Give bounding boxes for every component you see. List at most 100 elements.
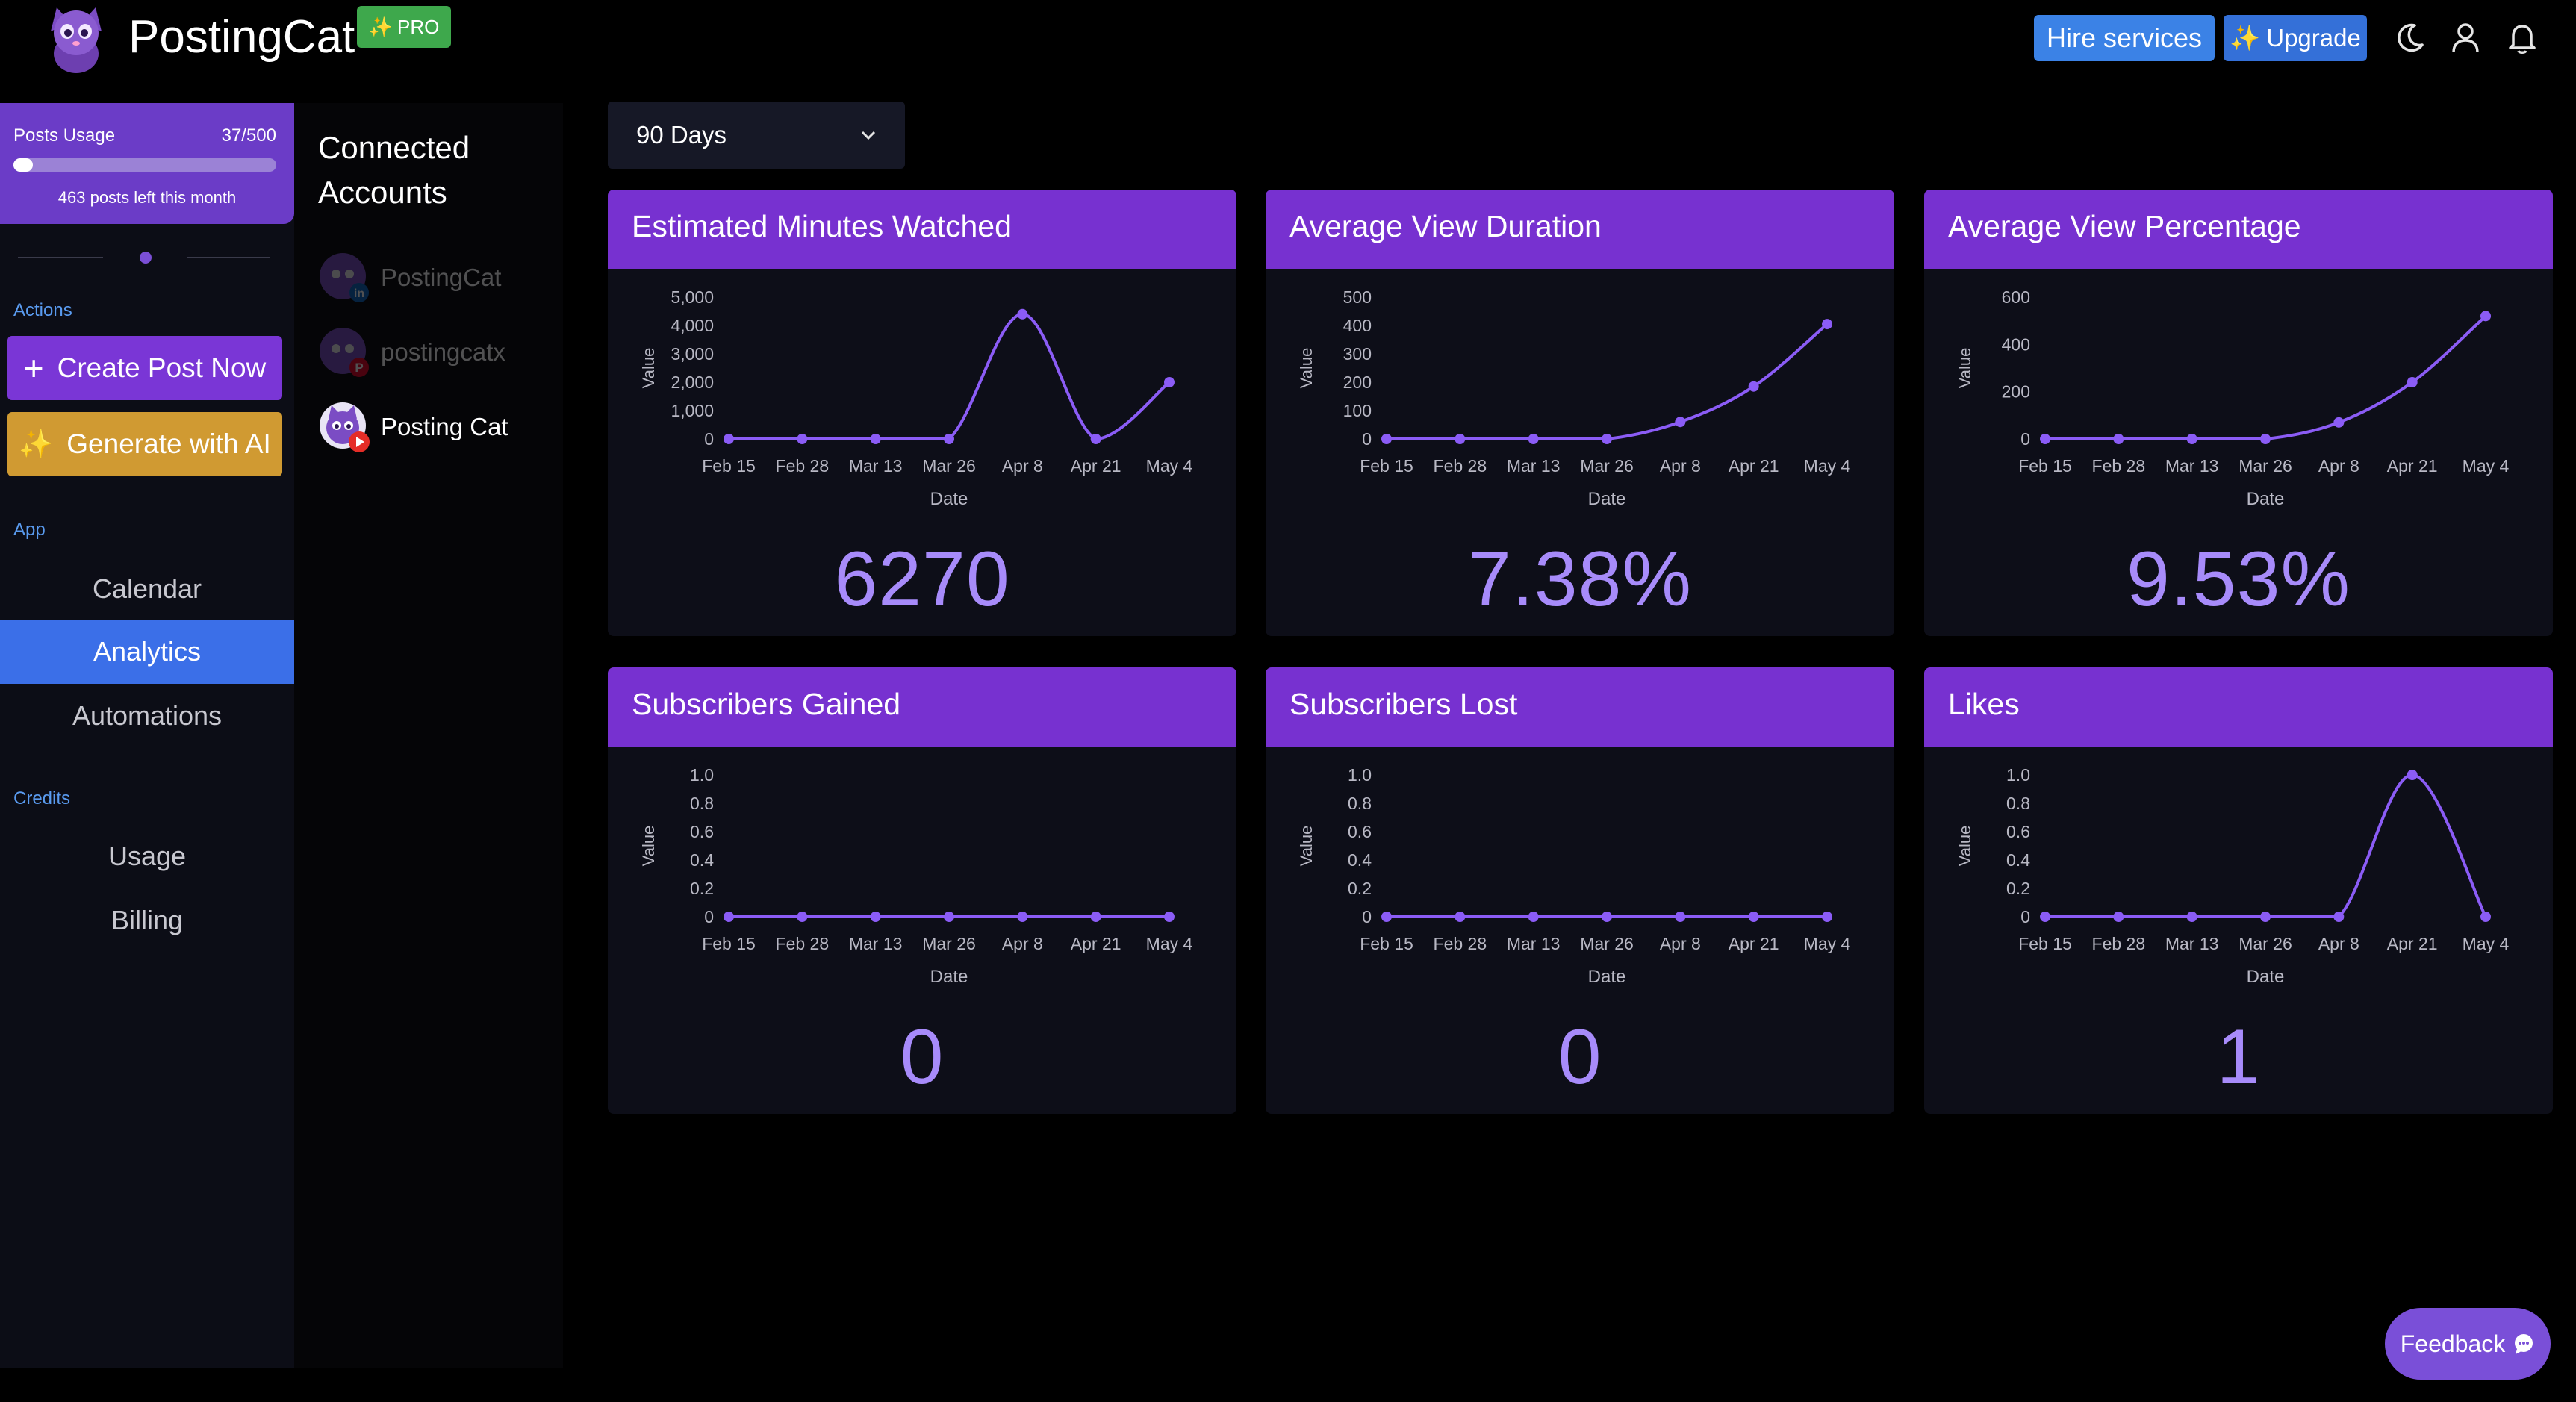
likes-card: Likes 0 0.2 0.4 0.6 0.8 1.0 Feb 15 Feb 28 Mar 13 M… — [1924, 667, 2553, 1114]
account-avatar-icon: in — [320, 253, 369, 302]
y-axis-label: Value — [1956, 348, 1974, 389]
series-line — [2045, 314, 2487, 441]
data-point — [1017, 308, 1028, 320]
data-point — [2480, 912, 2491, 922]
x-axis-label: Date — [930, 967, 968, 987]
x-tick-label: Feb 15 — [702, 934, 756, 953]
x-tick-label: Mar 13 — [1507, 456, 1561, 476]
svg-text:P: P — [355, 361, 363, 375]
sidebar-item-calendar[interactable]: Calendar — [92, 573, 202, 604]
x-tick-label: May 4 — [2463, 934, 2510, 953]
y-axis-label: Value — [639, 826, 658, 867]
y-tick-label: 1.0 — [2006, 765, 2030, 785]
x-tick-label: May 4 — [2463, 456, 2510, 476]
x-tick-label: Mar 13 — [2165, 934, 2219, 953]
data-point — [1822, 319, 1832, 330]
upgrade-button[interactable]: ✨ Upgrade — [2224, 15, 2367, 61]
posts-usage-progress-fill — [13, 158, 34, 172]
y-tick-label: 2,000 — [671, 373, 714, 392]
y-tick-label: 0 — [1362, 907, 1372, 926]
data-point — [1675, 912, 1686, 922]
x-tick-label: Apr 8 — [2318, 934, 2359, 953]
avg-view-duration-card: Average View Duration 0 100 200 300 400 500 Feb… — [1266, 190, 1894, 636]
connected-accounts-title: Connected Accounts — [318, 125, 470, 215]
y-tick-label: 0.4 — [690, 850, 714, 870]
data-point — [1017, 912, 1028, 922]
upgrade-button-label: Upgrade — [2266, 24, 2361, 52]
data-point — [2113, 434, 2124, 444]
data-point — [1164, 912, 1175, 922]
y-tick-label: 0.2 — [690, 879, 714, 898]
y-tick-label: 1.0 — [690, 765, 714, 785]
data-point — [1090, 434, 1101, 444]
credits-section-label: Credits — [13, 788, 71, 809]
x-tick-label: Feb 28 — [776, 934, 830, 953]
series-line — [2045, 773, 2487, 918]
card-header: Average View Percentage — [1924, 190, 2553, 269]
card-title: Subscribers Lost — [1289, 687, 1518, 721]
series-line — [729, 312, 1171, 441]
generate-ai-button[interactable]: ✨ Generate with AI — [7, 412, 282, 476]
posts-usage-progress — [13, 158, 276, 172]
data-point — [1381, 434, 1392, 444]
sidebar-item-usage[interactable]: Usage — [108, 841, 187, 871]
x-tick-label: May 4 — [1146, 456, 1193, 476]
account-item[interactable]: in PostingCat — [318, 251, 501, 305]
data-point — [1602, 434, 1612, 444]
x-tick-label: Feb 15 — [1360, 934, 1413, 953]
data-point — [2407, 770, 2418, 780]
carousel-dot[interactable] — [140, 252, 152, 264]
data-point — [1675, 417, 1686, 428]
account-avatar-icon: P — [320, 328, 369, 377]
card-title: Average View Duration — [1289, 209, 1602, 243]
y-tick-label: 600 — [2002, 287, 2030, 307]
account-item[interactable]: P postingcatx — [318, 325, 505, 379]
carousel-divider — [18, 257, 103, 258]
metric-total-value: 6270 — [834, 536, 1010, 623]
data-point — [2260, 912, 2271, 922]
account-name: PostingCat — [381, 264, 502, 291]
x-axis-label: Date — [1588, 489, 1626, 509]
x-tick-label: Feb 28 — [2092, 456, 2146, 476]
x-tick-label: May 4 — [1804, 934, 1851, 953]
date-range-select[interactable]: 90 Days — [608, 102, 905, 169]
svg-text:in: in — [354, 287, 364, 300]
x-tick-label: Apr 21 — [1729, 456, 1779, 476]
data-point — [2260, 434, 2271, 444]
y-tick-label: 4,000 — [671, 316, 714, 335]
likes-chart: 0 0.2 0.4 0.6 0.8 1.0 Feb 15 Feb 28 Mar 13 Mar 26… — [1956, 765, 2510, 987]
subscribers-gained-card: Subscribers Gained 0 0.2 0.4 0.6 0.8 1.0 Feb 15… — [608, 667, 1236, 1114]
x-tick-label: Feb 28 — [1434, 456, 1487, 476]
hire-services-button[interactable]: Hire services — [2034, 15, 2215, 61]
sidebar-item-billing[interactable]: Billing — [111, 905, 184, 935]
posts-left-text: 463 posts left this month — [57, 188, 237, 207]
card-header: Average View Duration — [1266, 190, 1894, 269]
x-tick-label: Apr 21 — [1071, 456, 1121, 476]
y-tick-label: 0.4 — [2006, 850, 2030, 870]
x-axis-label: Date — [2247, 489, 2285, 509]
data-point — [1090, 912, 1101, 922]
y-tick-label: 400 — [2002, 334, 2030, 354]
x-axis-label: Date — [1588, 967, 1626, 987]
x-tick-label: Feb 15 — [2018, 934, 2072, 953]
pro-badge-label: PRO — [397, 15, 440, 38]
sidebar-item-automations[interactable]: Automations — [72, 700, 223, 731]
data-point — [724, 434, 734, 444]
card-header: Subscribers Gained — [608, 667, 1236, 747]
y-tick-label: 0.6 — [690, 822, 714, 841]
chevron-down-icon — [861, 131, 876, 140]
y-tick-label: 0.8 — [1348, 794, 1372, 813]
data-point — [1164, 377, 1175, 387]
generate-ai-label: Generate with AI — [66, 429, 271, 459]
create-post-button[interactable]: + Create Post Now — [7, 336, 282, 400]
sidebar-item-analytics[interactable]: Analytics — [0, 620, 294, 684]
notification-bell-icon[interactable] — [2504, 19, 2540, 55]
feedback-button[interactable]: Feedback — [2385, 1308, 2551, 1380]
account-item[interactable]: Posting Cat — [318, 400, 508, 454]
date-range-value: 90 Days — [636, 121, 727, 149]
cat-logo-icon — [51, 7, 102, 73]
user-profile-icon[interactable] — [2448, 19, 2483, 55]
y-tick-label: 200 — [1343, 373, 1372, 392]
data-point — [2186, 434, 2197, 444]
dark-mode-moon-icon[interactable] — [2392, 19, 2428, 55]
